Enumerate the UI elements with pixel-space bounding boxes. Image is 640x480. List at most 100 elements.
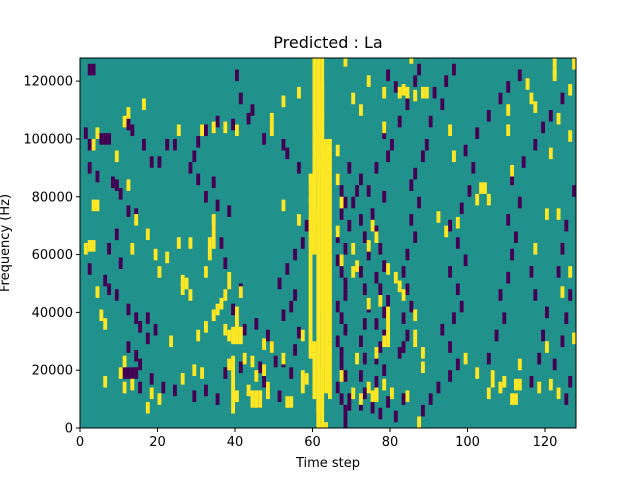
heatmap-cell-high xyxy=(382,378,387,391)
heatmap-cell-low xyxy=(506,214,511,226)
heatmap-cell-low xyxy=(444,75,449,87)
heatmap-cell-low xyxy=(552,358,557,371)
heatmap-cell-low xyxy=(514,231,518,243)
heatmap-cell-low xyxy=(266,329,270,342)
heatmap-cell-low xyxy=(359,370,363,382)
heatmap-cell-high xyxy=(343,58,348,67)
heatmap-cell-low xyxy=(572,185,577,197)
heatmap-cell-high xyxy=(188,237,193,249)
heatmap-cell-low xyxy=(370,401,375,414)
heatmap-cell-high xyxy=(215,303,220,316)
heatmap-cell-high xyxy=(452,150,456,163)
plot-frame xyxy=(79,57,577,429)
heatmap-cell-low xyxy=(111,176,115,189)
heatmap-cell-low xyxy=(87,263,92,275)
heatmap-cell-low xyxy=(254,318,259,330)
heatmap-cell-high xyxy=(142,98,146,111)
heatmap-cell-high xyxy=(262,338,267,350)
heatmap-cell-low xyxy=(246,112,251,125)
heatmap-cell-high xyxy=(548,378,553,391)
heatmap-cell-high xyxy=(475,367,480,379)
heatmap-cell-high xyxy=(545,208,549,220)
heatmap-cell-low xyxy=(366,248,371,261)
heatmap-cell-high xyxy=(99,309,104,322)
heatmap-cell-low xyxy=(304,219,309,232)
heatmap-cell-low xyxy=(409,300,414,313)
heatmap-cell-low xyxy=(463,144,468,157)
heatmap-cell-high xyxy=(533,243,538,255)
heatmap-cell-high xyxy=(355,260,360,272)
heatmap-cell-low xyxy=(285,147,290,160)
heatmap-cell-high xyxy=(533,101,538,113)
heatmap-cell-high xyxy=(196,329,201,342)
heatmap-cell-low xyxy=(118,188,123,200)
heatmap-cell-low xyxy=(173,384,177,397)
heatmap-cell-high xyxy=(262,364,267,376)
heatmap-cell-low xyxy=(471,162,476,174)
heatmap-cell-high xyxy=(145,228,150,241)
heatmap-cell-low xyxy=(517,196,522,209)
x-tick-label: 40 xyxy=(227,435,244,450)
heatmap-cell-low xyxy=(440,323,445,336)
heatmap-cell-low xyxy=(386,396,391,408)
heatmap-cell-low xyxy=(103,274,108,287)
x-tick-label: 100 xyxy=(455,435,480,450)
heatmap-cell-high xyxy=(157,393,162,405)
heatmap-cell-low xyxy=(196,136,201,148)
heatmap-cell-low xyxy=(382,306,387,319)
heatmap-cell-high xyxy=(204,321,208,333)
heatmap-cell-low xyxy=(107,133,112,145)
plot-area xyxy=(79,57,577,429)
heatmap-cell-low xyxy=(273,355,278,368)
heatmap-cells xyxy=(83,58,577,429)
heatmap-cell-low xyxy=(242,323,247,336)
heatmap-cell-high xyxy=(176,237,181,249)
heatmap-cell-low xyxy=(161,381,166,394)
heatmap-cell-high xyxy=(223,323,228,336)
heatmap-cell-low xyxy=(343,370,348,382)
heatmap-cell-low xyxy=(138,358,143,371)
heatmap-cell-low xyxy=(417,63,422,76)
x-tick-label: 0 xyxy=(76,435,84,450)
heatmap-cell-low xyxy=(335,254,340,267)
heatmap-cell-high xyxy=(91,138,96,151)
heatmap-cell-low xyxy=(149,373,154,385)
heatmap-cell-high xyxy=(250,355,255,368)
heatmap-cell-high xyxy=(316,164,321,177)
heatmap-cell-high xyxy=(397,280,402,293)
heatmap-cell-low xyxy=(87,138,92,151)
heatmap-cell-high xyxy=(413,309,418,322)
heatmap-cell-high xyxy=(382,335,387,348)
heatmap-cell-high xyxy=(207,237,212,261)
heatmap-cell-low xyxy=(343,289,348,301)
heatmap-cell-high xyxy=(246,384,251,397)
heatmap-cell-low xyxy=(374,162,379,174)
heatmap-cell-low xyxy=(138,381,143,394)
heatmap-cell-high xyxy=(568,84,573,96)
heatmap-cell-low xyxy=(374,271,379,284)
heatmap-cell-low xyxy=(145,332,150,345)
heatmap-cell-low xyxy=(517,69,522,82)
heatmap-cell-high xyxy=(351,387,356,400)
y-axis: 0 20000 40000 60000 80000 100000 120000 xyxy=(23,75,80,437)
heatmap-cell-low xyxy=(397,347,402,359)
y-axis-label: Frequency (Hz) xyxy=(0,194,13,292)
heatmap-cell-low xyxy=(130,124,135,137)
heatmap-cell-low xyxy=(204,124,208,137)
heatmap-cell-low xyxy=(277,390,282,402)
x-tick-label: 120 xyxy=(533,435,558,450)
heatmap-cell-low xyxy=(173,138,177,151)
heatmap-cell-low xyxy=(413,167,418,180)
heatmap-cell-low xyxy=(378,243,383,255)
heatmap-cell-high xyxy=(180,283,185,296)
heatmap-cell-low xyxy=(452,312,456,324)
heatmap-cell-low xyxy=(335,381,340,394)
heatmap-cell-low xyxy=(424,138,429,151)
heatmap-cell-low xyxy=(386,150,391,163)
heatmap-cell-low xyxy=(401,341,406,353)
y-tick-label: 0 xyxy=(65,422,73,437)
heatmap-cell-low xyxy=(405,98,410,111)
heatmap-cell-low xyxy=(541,329,546,342)
x-tick-label: 20 xyxy=(149,435,166,450)
